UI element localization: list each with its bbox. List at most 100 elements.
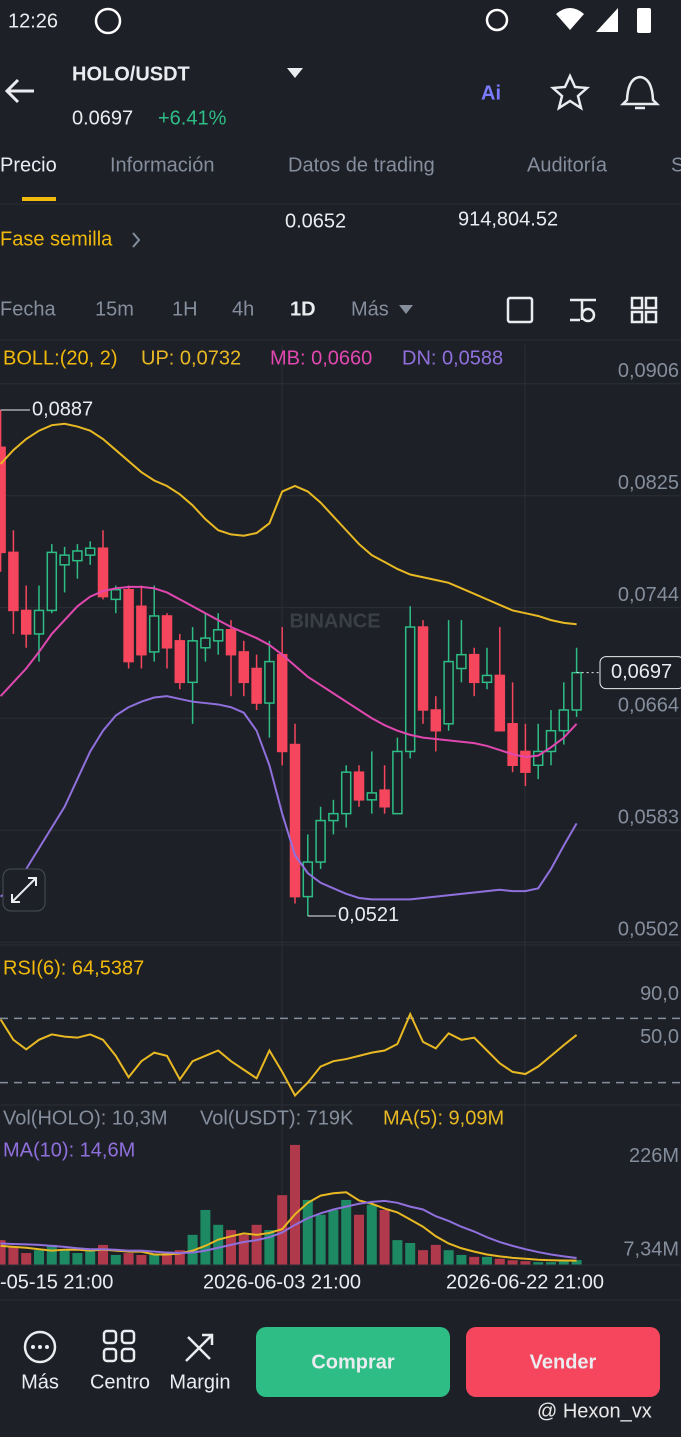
volume-bar — [110, 1254, 121, 1265]
volume-bar — [174, 1250, 185, 1265]
more-dropdown[interactable] — [399, 305, 413, 314]
candle-body — [110, 588, 122, 601]
nav-label[interactable]: Centro — [90, 1371, 150, 1393]
volume-bar — [494, 1258, 505, 1265]
volume-bar — [264, 1230, 275, 1265]
volume-bar — [238, 1234, 249, 1265]
nav-label[interactable]: Más — [21, 1371, 59, 1393]
timeframe[interactable]: 15m — [95, 298, 134, 320]
last-price-tag — [599, 656, 681, 690]
legend: DN: 0,0588 — [402, 347, 503, 369]
nav-icons — [23, 1329, 214, 1364]
buy-button[interactable] — [256, 1327, 450, 1397]
candle-body — [379, 789, 390, 808]
whatsapp-icon — [94, 7, 122, 35]
candle-body — [353, 771, 365, 801]
y-tick-label: 7,34M — [623, 1238, 679, 1260]
candle-body — [72, 550, 83, 562]
candle-body — [532, 750, 544, 767]
candle-body — [430, 709, 442, 732]
volume-bar — [290, 1144, 300, 1265]
volume-bar — [226, 1230, 236, 1265]
volume-bar — [315, 1214, 326, 1265]
volume-bar — [123, 1253, 134, 1265]
volume-bar — [469, 1256, 480, 1265]
rsi-line — [0, 1011, 578, 1098]
volume-bar — [392, 1240, 403, 1265]
volume-bar — [98, 1244, 108, 1265]
pair-title[interactable]: HOLO/USDT — [72, 63, 190, 85]
candle-body — [161, 615, 173, 649]
volume-bar — [328, 1209, 339, 1265]
candle-body — [404, 626, 416, 753]
volume-bar — [443, 1250, 454, 1265]
candle-body — [494, 674, 506, 732]
candle-body — [238, 651, 250, 684]
y-tick-label: 0,0502 — [618, 919, 679, 941]
candle-body — [212, 629, 224, 642]
alert-button[interactable] — [619, 75, 661, 110]
volume-bar — [302, 1199, 313, 1265]
nav-label[interactable]: Margin — [169, 1371, 230, 1393]
watermark: @ Hexon_vx — [537, 1400, 652, 1422]
candle-body — [251, 667, 262, 704]
ai-button[interactable]: Ai — [481, 82, 501, 104]
candle-body — [123, 588, 134, 663]
timeframe[interactable]: Fecha — [0, 298, 56, 320]
volume-bar — [354, 1214, 364, 1265]
tab[interactable]: Información — [110, 154, 215, 176]
sell-label: Vender — [530, 1351, 597, 1373]
sell-button[interactable] — [466, 1327, 660, 1397]
tab[interactable]: Precio — [0, 154, 57, 176]
last-price-label: 0,0697 — [611, 661, 672, 683]
change: +6.41% — [158, 107, 227, 129]
status-time: 12:26 — [8, 10, 58, 32]
y-tick-label: 226M — [629, 1145, 679, 1167]
x-tick-label: 2026-06-03 21:00 — [203, 1271, 361, 1293]
favorite-button[interactable] — [549, 72, 591, 111]
tab[interactable]: Datos de trading — [288, 154, 435, 176]
volume-bar — [405, 1242, 416, 1265]
volume-bar — [430, 1244, 441, 1265]
fullscreen-icon — [11, 877, 37, 903]
timeframe[interactable]: 1H — [172, 298, 198, 320]
tab[interactable]: S — [671, 154, 681, 176]
candle-body — [315, 819, 326, 863]
volume-bar — [571, 1260, 582, 1265]
stat-low: 0.0652 — [285, 210, 346, 232]
boll-line — [0, 422, 577, 626]
timeframe[interactable]: Más — [351, 298, 389, 320]
back-button[interactable] — [4, 78, 34, 104]
y-tick-label: 0,0825 — [618, 472, 679, 494]
volume-bar — [213, 1224, 224, 1265]
volume-bar — [136, 1254, 147, 1265]
volume-bar — [341, 1199, 352, 1265]
candle-body — [340, 771, 352, 815]
candle-body — [302, 861, 314, 898]
timeframe[interactable]: 4h — [232, 298, 254, 320]
timeframe[interactable]: 1D — [290, 298, 316, 320]
tab[interactable]: Auditoría — [527, 154, 608, 176]
candle-body — [468, 653, 480, 684]
volume-bar — [482, 1256, 492, 1265]
pair-dropdown[interactable] — [287, 68, 303, 78]
candle-body — [59, 554, 70, 566]
boll-line — [0, 585, 578, 758]
volume-bar — [8, 1246, 19, 1265]
candle-body — [443, 660, 454, 725]
y-tick-label: 0,0664 — [618, 695, 679, 717]
volume-bar — [379, 1209, 390, 1265]
phase-link[interactable]: Fase semilla — [0, 228, 113, 250]
volume-bar — [418, 1250, 428, 1265]
candle-body — [20, 609, 32, 635]
candle-body — [136, 605, 147, 656]
boll-line — [0, 695, 578, 901]
volume-bar — [200, 1209, 211, 1265]
candle-body — [33, 609, 45, 635]
chart-tools[interactable] — [506, 296, 658, 324]
volume-bar — [366, 1204, 377, 1265]
volume-bar — [546, 1262, 556, 1265]
candle-body — [289, 743, 301, 898]
x-tick-label: 2026-06-22 21:00 — [446, 1271, 604, 1293]
